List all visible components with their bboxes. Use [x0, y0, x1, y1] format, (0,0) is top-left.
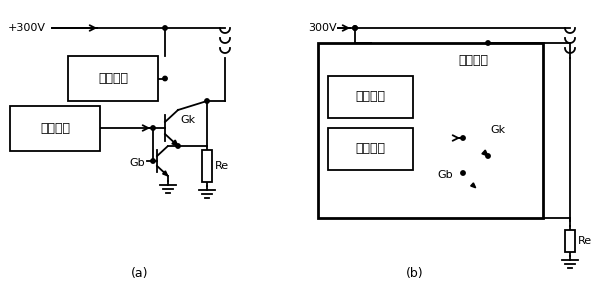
Text: (a): (a)	[131, 267, 149, 281]
Polygon shape	[470, 183, 476, 188]
Circle shape	[151, 126, 155, 130]
Bar	[328, 76, 413, 118]
Text: Gb: Gb	[437, 170, 452, 180]
Text: Re: Re	[215, 161, 229, 171]
Polygon shape	[172, 140, 178, 146]
Text: (b): (b)	[406, 267, 424, 281]
Circle shape	[461, 136, 465, 140]
Circle shape	[163, 26, 167, 30]
Bar	[318, 43, 543, 218]
Circle shape	[353, 26, 357, 30]
Text: +300V: +300V	[8, 23, 46, 33]
Circle shape	[461, 171, 465, 175]
Text: 振荡电路: 振荡电路	[355, 142, 386, 156]
Text: Gk: Gk	[490, 125, 505, 135]
Bar	[202, 150, 212, 182]
Circle shape	[176, 144, 180, 148]
Polygon shape	[482, 150, 488, 156]
Bar	[10, 106, 100, 151]
Bar	[565, 230, 575, 252]
Circle shape	[151, 159, 155, 163]
Text: Re: Re	[578, 236, 592, 246]
Text: 厚膜电路: 厚膜电路	[458, 55, 488, 67]
Circle shape	[205, 99, 209, 103]
Text: 启动电路: 启动电路	[355, 90, 386, 104]
Text: Gk: Gk	[180, 115, 195, 125]
Circle shape	[353, 26, 357, 30]
Circle shape	[486, 154, 490, 158]
Text: 振荡电路: 振荡电路	[40, 122, 70, 135]
Circle shape	[486, 41, 490, 45]
Text: 300V: 300V	[308, 23, 337, 33]
Circle shape	[163, 76, 167, 81]
Bar	[328, 128, 413, 170]
Text: 启动电路: 启动电路	[98, 72, 128, 85]
Polygon shape	[163, 171, 167, 176]
Bar	[68, 56, 158, 101]
Text: Gb: Gb	[129, 158, 145, 168]
